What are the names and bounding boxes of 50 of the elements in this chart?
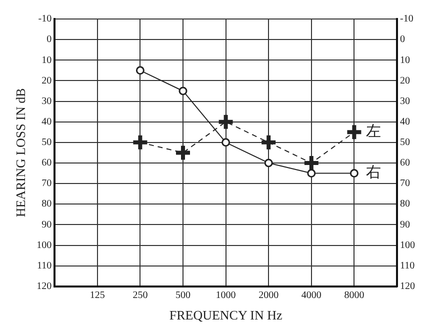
y-tick-label: 110 bbox=[36, 260, 52, 272]
y-tick-label: 10 bbox=[42, 54, 52, 66]
point bbox=[307, 169, 316, 178]
y-tick-label: 20 bbox=[42, 75, 52, 86]
x-tick-label: 250 bbox=[132, 290, 148, 302]
y2-tick-label: 80 bbox=[400, 198, 410, 210]
y-axis-title: HEARING LOSS IN dB bbox=[13, 88, 28, 218]
y2-tick-label: 60 bbox=[400, 158, 410, 169]
y-tick-label: 80 bbox=[42, 198, 52, 210]
point bbox=[174, 144, 192, 162]
y2-tick-label: 70 bbox=[400, 178, 410, 190]
y2-tick-label: -10 bbox=[400, 14, 414, 25]
x-tick-label: 500 bbox=[176, 290, 190, 302]
y-tick-label: 0 bbox=[46, 34, 52, 46]
point bbox=[260, 133, 278, 152]
x-tick-label: 2000 bbox=[258, 290, 279, 302]
point bbox=[345, 123, 364, 142]
y-tick-label: 40 bbox=[42, 116, 52, 128]
point bbox=[222, 138, 230, 147]
point bbox=[350, 169, 358, 178]
y-tick-label: 50 bbox=[42, 137, 52, 148]
y2-tick-label: 40 bbox=[400, 116, 410, 128]
y2-tick-label: 50 bbox=[400, 137, 410, 148]
y2-tick-label: 20 bbox=[400, 75, 410, 86]
y2-tick-label: 10 bbox=[400, 54, 410, 66]
x-tick-label: 8000 bbox=[344, 290, 364, 302]
y2-tick-label: 90 bbox=[400, 219, 410, 230]
y-tick-label: -10 bbox=[38, 14, 52, 25]
y2-tick-label: 0 bbox=[400, 34, 405, 46]
point bbox=[264, 158, 273, 168]
y2-tick-label: 120 bbox=[400, 281, 415, 292]
series-label: 右 bbox=[366, 165, 382, 182]
y2-tick-label: 100 bbox=[400, 240, 415, 251]
series-label: 左 bbox=[366, 123, 382, 140]
y-tick-label: 100 bbox=[36, 240, 52, 251]
point bbox=[131, 133, 150, 152]
y-tick-label: 120 bbox=[36, 281, 52, 292]
point bbox=[136, 66, 144, 75]
x-tick-label: 4000 bbox=[301, 290, 322, 302]
point bbox=[216, 112, 235, 131]
y-tick-label: 30 bbox=[42, 96, 52, 107]
y2-tick-label: 110 bbox=[400, 260, 415, 272]
x-axis-title: FREQUENCY IN Hz bbox=[169, 308, 282, 323]
y-tick-label: 60 bbox=[42, 158, 52, 169]
y-tick-label: 70 bbox=[42, 178, 52, 190]
x-tick-label: 125 bbox=[90, 290, 105, 302]
x-tick-label: 1000 bbox=[216, 290, 236, 302]
y-tick-label: 90 bbox=[42, 219, 52, 230]
y2-tick-label: 30 bbox=[400, 96, 410, 107]
point bbox=[178, 86, 188, 96]
